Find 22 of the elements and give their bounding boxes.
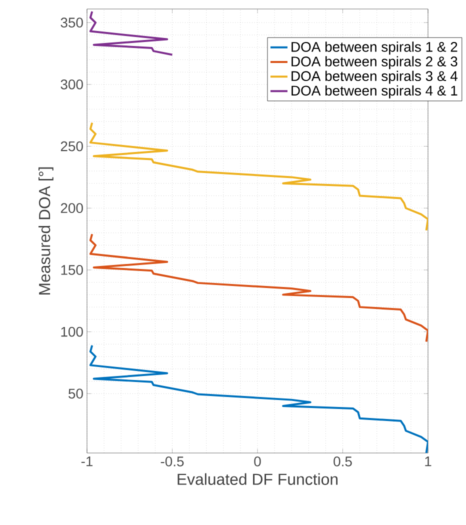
y-tick-label: 150 [61,265,83,275]
line-series [89,122,428,232]
x-tick-label: -0.5 [160,456,184,466]
x-tick-label: -1 [81,456,93,466]
y-tick-label: 250 [60,141,83,152]
line-series [89,344,428,453]
y-tick-label: 200 [60,203,83,214]
line-series [89,233,428,343]
line-series [89,10,174,56]
legend-label: DOA between spirals 3 & 4 [292,70,458,84]
x-tick-label: 1 [425,456,432,466]
legend-label: DOA between spirals 4 & 1 [292,85,458,98]
y-tick-label: 100 [61,326,83,337]
x-axis-title: Evaluated DF Function [178,473,338,485]
x-tick-label: 0 [254,456,261,466]
x-tick-label: 0.5 [334,456,352,466]
legend-label: DOA between spirals 2 & 3 [292,56,458,70]
y-tick-label: 300 [60,79,83,90]
y-tick-label: 350 [60,18,83,28]
y-tick-label: 50 [68,388,83,399]
legend-label: DOA between spirals 1 & 2 [292,42,458,55]
y-axis-title: Measured DOA [°] [38,167,54,294]
